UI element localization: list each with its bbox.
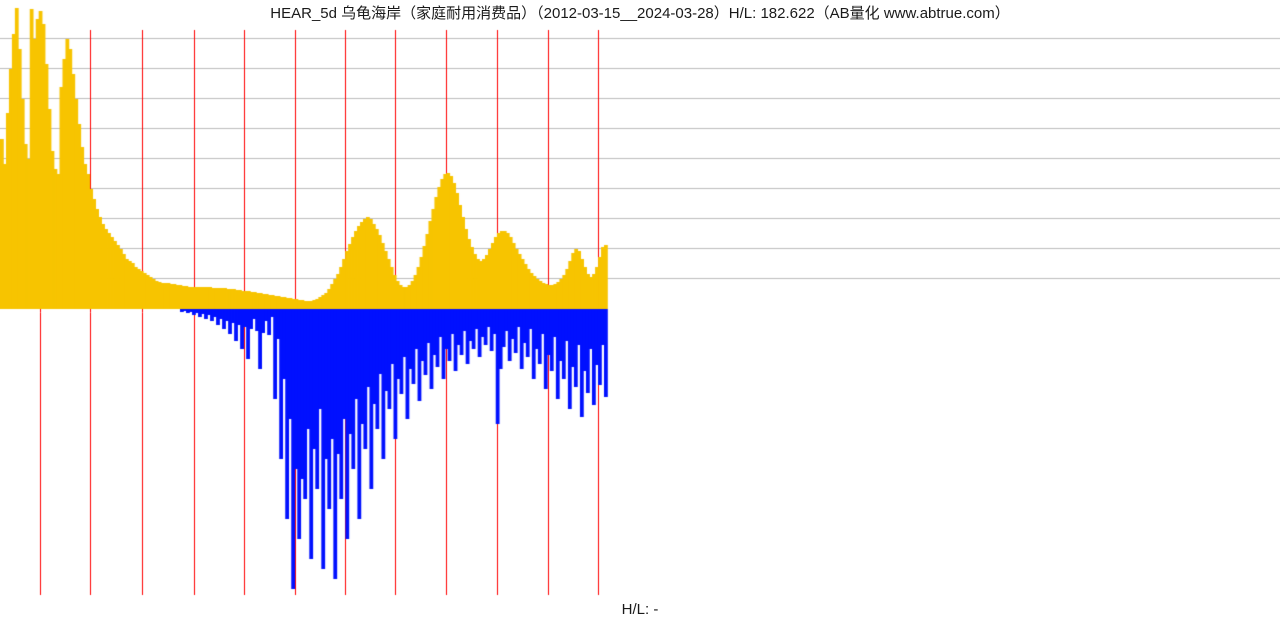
chart-footer: H/L: - [0,601,1280,618]
chart-title: HEAR_5d 乌龟海岸（家庭耐用消费品）（2012-03-15__2024-0… [0,2,1280,23]
chart-canvas [0,0,1280,620]
